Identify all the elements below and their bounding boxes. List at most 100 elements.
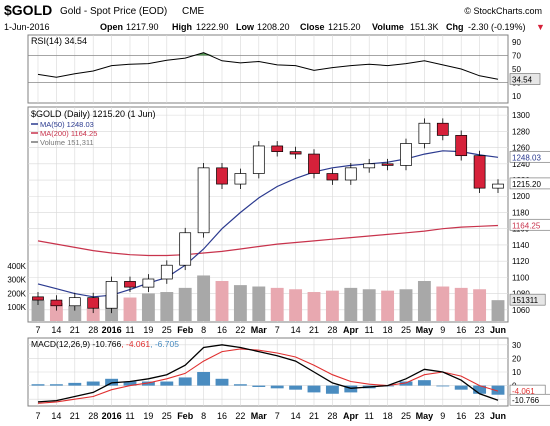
x-tick-label: 16 — [217, 325, 227, 335]
rsi-line — [37, 52, 499, 80]
ma200-legend: MA(200) 1164.25 — [40, 129, 97, 138]
price-candle — [271, 145, 284, 152]
volume-bar — [178, 287, 192, 321]
x-tick-label: Feb — [177, 411, 194, 421]
volume-bar — [381, 290, 395, 321]
price-candle — [400, 143, 412, 166]
x-tick-label: 11 — [365, 411, 374, 421]
macd-legend-value: -10.766 — [92, 339, 121, 349]
price-y-tick-label: 1120 — [512, 257, 530, 266]
open-value: 1217.90 — [126, 22, 159, 32]
x-tick-label: 28 — [88, 411, 98, 421]
volume-bar — [252, 286, 266, 321]
macd-histogram-bar — [325, 385, 339, 394]
price-candle — [50, 299, 63, 307]
volume-label: Volume — [372, 22, 404, 32]
ma200-line — [37, 224, 499, 257]
chg-label: Chg — [446, 22, 464, 32]
volume-bar — [325, 290, 339, 321]
price-candle — [289, 151, 302, 155]
price-candle — [326, 173, 339, 181]
x-tick-label: 18 — [383, 325, 393, 335]
price-x-axis: 7 14 21 28 2016 11 19 25 Feb 8 16 22 Mar 7 14 21 28 Apr 11… — [35, 325, 506, 335]
x-tick-label: 11 — [125, 325, 134, 335]
price-candle — [308, 153, 320, 174]
volume-bar — [233, 285, 247, 321]
price-current-tag: 1215.20 — [512, 180, 541, 189]
volume-bar — [454, 287, 468, 321]
x-tick-label: 19 — [143, 411, 153, 421]
x-tick-label: 9 — [440, 325, 445, 335]
x-tick-label: 14 — [291, 411, 301, 421]
volume-bar — [215, 280, 229, 321]
x-tick-label: 21 — [309, 411, 319, 421]
x-tick-label: 23 — [475, 411, 485, 421]
price-candle — [142, 278, 155, 288]
price-current-tag-bg — [509, 177, 550, 190]
volume-current-tag-bg — [509, 293, 546, 306]
volume-bar — [491, 300, 505, 321]
macd-y-tick-label: 30 — [512, 341, 521, 350]
x-tick-label: May — [416, 411, 434, 421]
x-tick-label: Jun — [490, 325, 506, 335]
x-tick-label: Feb — [177, 325, 194, 335]
volume-bar — [123, 297, 137, 321]
price-candle — [492, 183, 504, 189]
ma200-current-tag-bg — [509, 218, 550, 231]
x-tick-label: 14 — [291, 325, 301, 335]
macd-histogram-bar — [344, 385, 358, 393]
exchange: CME — [182, 6, 205, 17]
ma50-legend: MA(50) 1248.03 — [40, 120, 94, 129]
macd-signal-line — [37, 348, 499, 404]
macd-histogram-bar — [270, 385, 284, 389]
price-panel: 1060108011001120114011601180120012201240… — [7, 106, 550, 323]
price-y-tick-label: 1200 — [512, 192, 530, 201]
x-tick-label: 16 — [456, 325, 466, 335]
price-candle — [436, 122, 449, 136]
volume-bar — [68, 305, 82, 321]
x-tick-label: 14 — [51, 411, 61, 421]
x-tick-label: 25 — [401, 411, 411, 421]
volume-y-tick-label: 100K — [7, 303, 26, 312]
volume-current-tag: 151311 — [512, 296, 539, 305]
macd-y-tick-label: 20 — [512, 354, 521, 363]
x-tick-label: 21 — [70, 411, 80, 421]
symbol: $GOLD — [4, 2, 52, 18]
volume-bar — [417, 280, 431, 321]
macd-histogram-bar — [233, 384, 247, 386]
ma50-current-tag: 1248.03 — [512, 153, 541, 162]
volume-bar — [307, 292, 321, 321]
price-candle — [344, 167, 357, 181]
price-y-tick-label: 1300 — [512, 111, 530, 120]
volume-bar — [436, 286, 450, 321]
macd-histogram-bar — [86, 381, 100, 386]
x-tick-label: 22 — [235, 325, 245, 335]
macd-histogram-bar — [141, 381, 155, 386]
price-candle — [234, 173, 247, 185]
volume-bar — [160, 292, 174, 321]
price-y-tick-label: 1280 — [512, 127, 530, 136]
volume-legend: Volume 151,311 — [40, 138, 94, 147]
x-tick-label: 21 — [309, 325, 319, 335]
price-candle — [363, 163, 376, 169]
x-tick-label: 9 — [440, 411, 445, 421]
price-candle — [179, 232, 192, 266]
price-frame — [27, 106, 509, 323]
x-tick-label: 11 — [365, 325, 374, 335]
price-candle — [68, 297, 81, 307]
x-tick-label: 2016 — [102, 325, 122, 335]
volume-bar — [473, 289, 487, 321]
price-y-tick-label: 1180 — [512, 208, 530, 217]
price-candle — [418, 122, 431, 144]
macd-histogram-bar — [399, 381, 413, 386]
price-candle — [87, 297, 100, 309]
price-candle — [160, 264, 173, 280]
volume-bar — [270, 287, 284, 321]
macd-histogram-bar — [307, 385, 321, 393]
x-tick-label: Jun — [490, 411, 506, 421]
macd-histogram-bar — [417, 380, 431, 386]
chg-arrow-icon: ▼ — [536, 22, 545, 32]
volume-bar — [289, 289, 303, 321]
volume-bar — [344, 287, 358, 321]
